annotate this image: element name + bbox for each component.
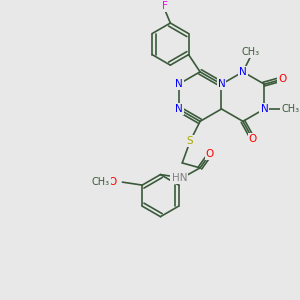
Text: O: O (278, 74, 286, 84)
Text: CH₃: CH₃ (281, 104, 299, 114)
Text: S: S (187, 136, 194, 146)
Text: F: F (163, 1, 168, 11)
Text: N: N (260, 104, 268, 114)
Text: N: N (175, 79, 182, 89)
Text: N: N (175, 104, 182, 114)
Text: CH₃: CH₃ (242, 47, 260, 57)
Text: HN: HN (172, 173, 187, 183)
Text: CH₃: CH₃ (92, 177, 110, 187)
Text: O: O (249, 134, 257, 144)
Text: N: N (218, 79, 225, 89)
Text: N: N (239, 67, 247, 77)
Text: O: O (206, 149, 214, 159)
Text: O: O (108, 177, 117, 187)
